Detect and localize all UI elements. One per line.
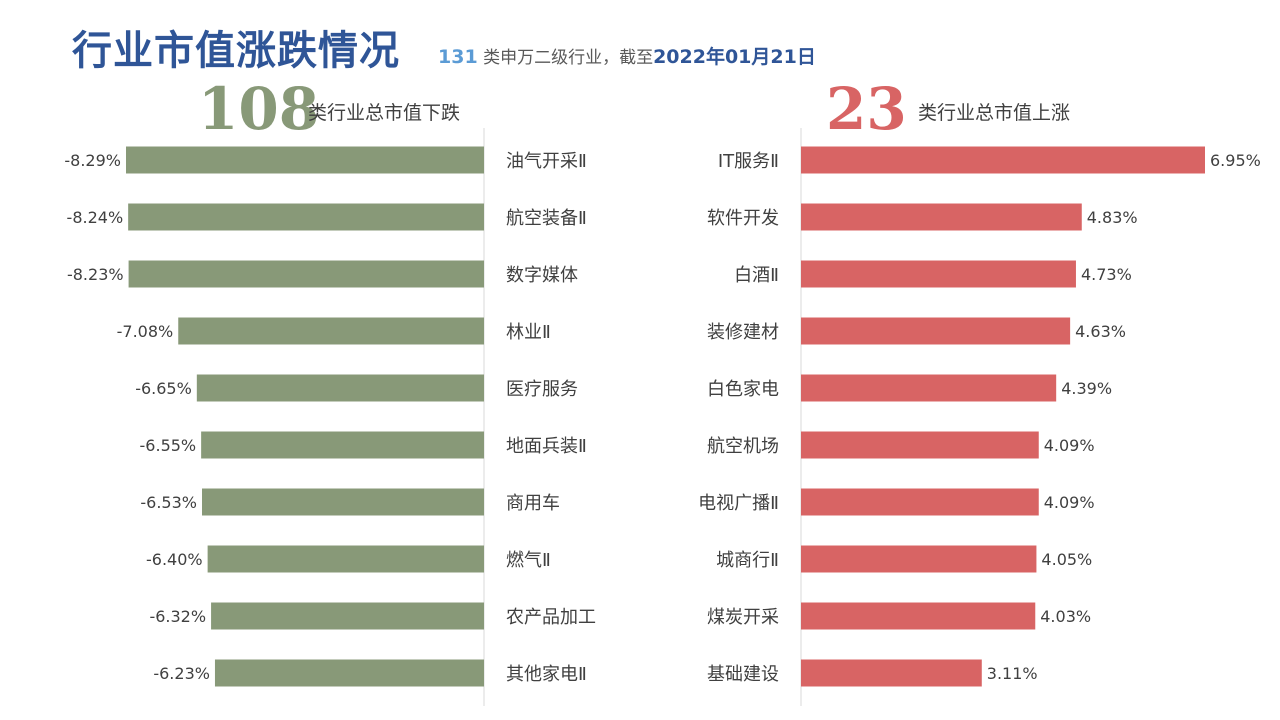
bar-down [201, 431, 485, 459]
down-count: 108 [198, 75, 320, 143]
category-label-up: 航空机场 [707, 436, 779, 457]
bar-down [178, 317, 485, 345]
subtitle-count: 131 [438, 46, 478, 68]
value-label-up: 4.05% [1041, 550, 1092, 569]
up-count: 23 [826, 75, 907, 143]
bar-up [801, 602, 1036, 630]
category-label-down: 商用车 [506, 493, 560, 514]
value-label-down: -6.55% [140, 436, 197, 455]
bar-up [801, 374, 1057, 402]
bar-up [801, 260, 1076, 288]
category-label-down: 其他家电Ⅱ [506, 664, 587, 685]
value-label-down: -8.23% [67, 265, 124, 284]
category-label-down: 航空装备Ⅱ [506, 208, 587, 229]
category-label-down: 农产品加工 [506, 607, 596, 628]
bar-down [126, 146, 484, 174]
category-label-up: 城商行Ⅱ [716, 550, 779, 571]
bar-down [202, 488, 484, 516]
category-label-up: 软件开发 [707, 208, 779, 229]
up-bars: 6.95% IT服务Ⅱ 4.83% 软件开发 4.73% 白酒Ⅱ 4.63% 装修建材 4.39… [698, 146, 1261, 687]
category-label-up: 装修建材 [707, 322, 779, 343]
category-label-up: 电视广播Ⅱ [698, 493, 779, 514]
bar-up [801, 431, 1039, 459]
value-label-down: -6.53% [140, 493, 197, 512]
bar-up [801, 203, 1082, 231]
bar-down [207, 545, 484, 573]
value-label-down: -7.08% [117, 322, 174, 341]
category-label-down: 数字媒体 [506, 265, 578, 286]
value-label-down: -6.65% [135, 379, 192, 398]
category-label-up: 白色家电 [707, 379, 779, 400]
value-label-up: 3.11% [987, 664, 1038, 683]
category-label-down: 医疗服务 [506, 379, 578, 400]
category-label-down: 地面兵装Ⅱ [506, 436, 587, 457]
down-label: 类行业总市值下跌 [308, 102, 461, 124]
category-label-down: 燃气Ⅱ [506, 550, 551, 571]
subtitle: 131 类申万二级行业，截至2022年01月21日 [438, 42, 816, 69]
bar-up [801, 488, 1039, 516]
value-label-up: 4.39% [1061, 379, 1112, 398]
bar-down [128, 203, 484, 231]
up-label: 类行业总市值上涨 [918, 102, 1071, 124]
category-label-up: 白酒Ⅱ [734, 265, 779, 286]
bar-up [801, 146, 1205, 174]
value-label-down: -6.32% [149, 607, 206, 626]
value-label-down: -6.23% [153, 664, 210, 683]
subtitle-text: 类申万二级行业，截至 [483, 48, 654, 68]
subtitle-date: 2022年01月21日 [653, 46, 816, 68]
category-label-up: IT服务Ⅱ [718, 151, 779, 172]
value-label-down: -6.40% [146, 550, 203, 569]
value-label-down: -8.29% [64, 151, 121, 170]
value-label-up: 4.03% [1040, 607, 1091, 626]
category-label-up: 基础建设 [707, 664, 779, 685]
bar-up [801, 659, 982, 687]
bar-down [128, 260, 485, 288]
value-label-up: 4.09% [1044, 436, 1095, 455]
bar-down [211, 602, 484, 630]
down-bars: -8.29% 油气开采Ⅱ -8.24% 航空装备Ⅱ -8.23% 数字媒体 -7.08% 林业… [64, 146, 596, 687]
bar-down [214, 659, 484, 687]
value-label-up: 4.73% [1081, 265, 1132, 284]
value-label-up: 6.95% [1210, 151, 1261, 170]
category-label-down: 林业Ⅱ [506, 322, 551, 343]
value-label-up: 4.83% [1087, 208, 1138, 227]
bar-up [801, 545, 1037, 573]
bar-down [196, 374, 484, 402]
page-title: 行业市值涨跌情况 [72, 28, 400, 74]
bar-up [801, 317, 1071, 345]
value-label-up: 4.09% [1044, 493, 1095, 512]
category-label-up: 煤炭开采 [707, 607, 779, 628]
value-label-up: 4.63% [1075, 322, 1126, 341]
value-label-down: -8.24% [67, 208, 124, 227]
category-label-down: 油气开采Ⅱ [506, 151, 587, 172]
